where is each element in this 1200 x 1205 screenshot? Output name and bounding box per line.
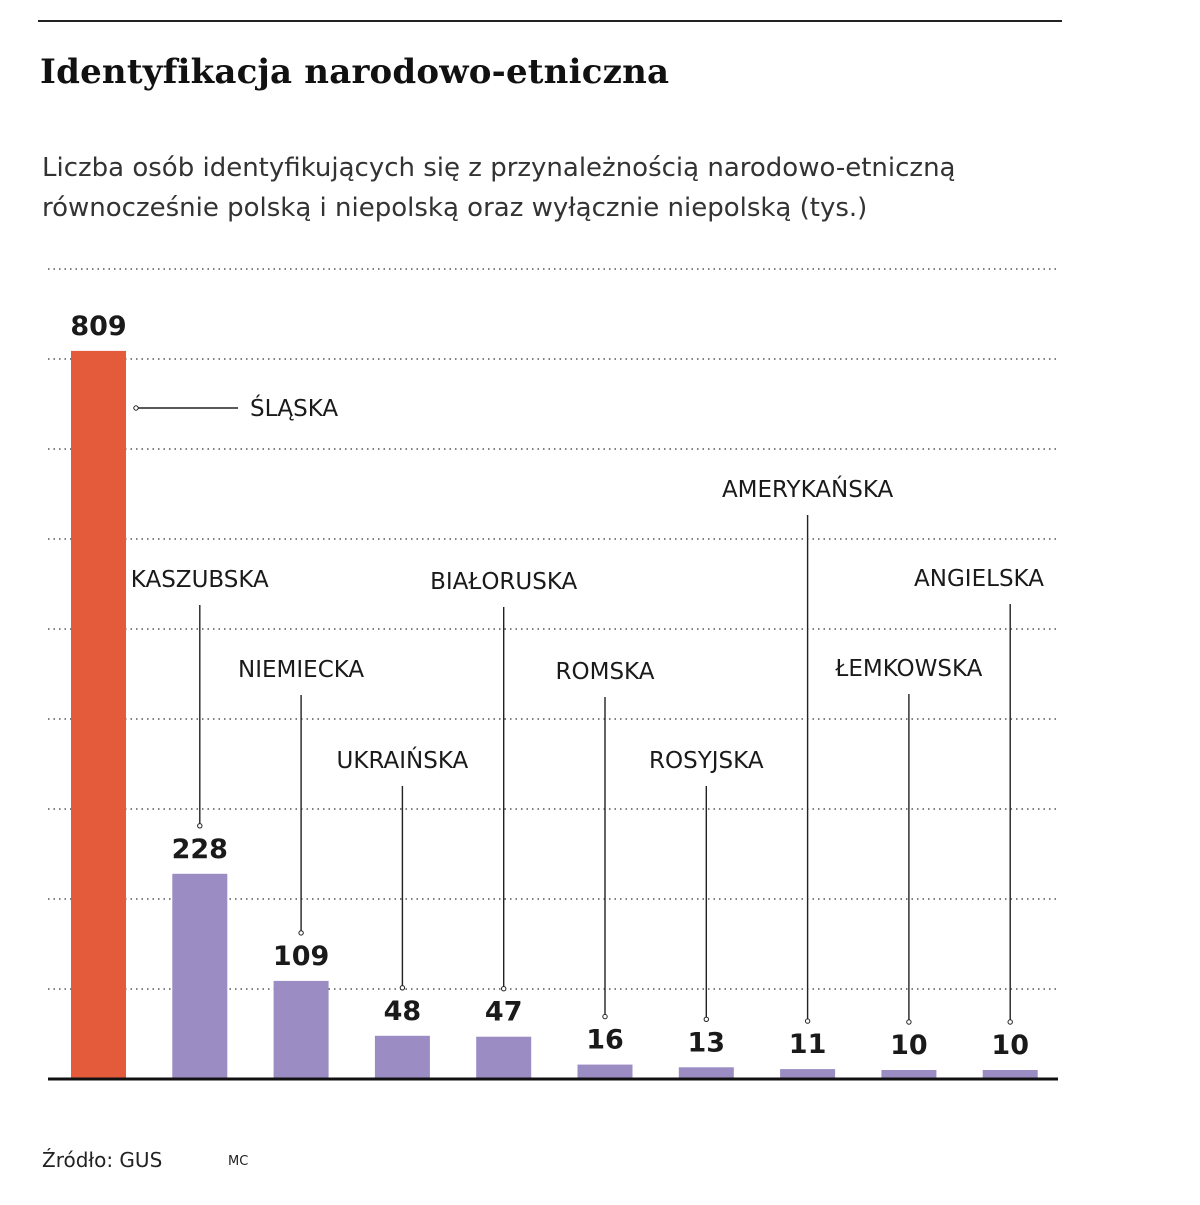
- category-label-9: ŁEMKOWSKA: [834, 656, 982, 682]
- bar-9: [881, 1070, 937, 1079]
- leader-dot-9: [906, 1019, 912, 1025]
- bar-8: [780, 1069, 836, 1079]
- leader-dot-5: [501, 986, 507, 992]
- value-label-6: 16: [586, 1025, 624, 1056]
- leader-dot-4: [399, 985, 406, 991]
- value-label-7: 13: [688, 1027, 726, 1058]
- bar-2: [172, 873, 228, 1079]
- subtitle-line-1: Liczba osób identyfikujących się z przyn…: [42, 153, 956, 183]
- subtitle-line-2: równocześnie polską i niepolską oraz wył…: [42, 193, 868, 223]
- value-label-8: 11: [789, 1029, 827, 1060]
- bar-4: [374, 1035, 430, 1079]
- leader-dot-3: [298, 930, 304, 936]
- category-label-2: KASZUBSKA: [131, 567, 269, 593]
- source-note: Źródło: GUS: [42, 1148, 163, 1172]
- value-label-1: 809: [70, 311, 126, 342]
- bar-3: [273, 980, 329, 1079]
- value-label-2: 228: [172, 834, 228, 865]
- bar-1: [71, 350, 126, 1079]
- leader-dot-10: [1007, 1019, 1013, 1025]
- leader-dot-6: [602, 1013, 608, 1020]
- category-label-7: ROSYJSKA: [649, 748, 764, 774]
- category-label-8: AMERYKAŃSKA: [722, 475, 894, 503]
- category-label-6: ROMSKA: [556, 659, 655, 685]
- leader-dot-1: [133, 405, 139, 411]
- value-label-4: 48: [384, 996, 422, 1027]
- category-label-10: ANGIELSKA: [914, 566, 1044, 592]
- value-label-9: 10: [890, 1030, 928, 1061]
- top-rule: [38, 20, 1062, 22]
- category-label-3: NIEMIECKA: [238, 657, 364, 683]
- value-label-10: 10: [991, 1030, 1029, 1061]
- category-label-1: ŚLĄSKA: [250, 394, 338, 422]
- chart-title: Identyfikacja narodowo-etniczna: [40, 52, 670, 92]
- leader-dot-8: [804, 1018, 811, 1024]
- leader-dot-2: [197, 823, 203, 829]
- category-label-4: UKRAIŃSKA: [337, 746, 469, 774]
- value-label-5: 47: [485, 997, 523, 1028]
- bar-5: [476, 1036, 532, 1079]
- category-label-5: BIAŁORUSKA: [430, 569, 577, 595]
- bar-6: [577, 1064, 633, 1079]
- value-label-3: 109: [273, 941, 329, 972]
- bar-10: [982, 1070, 1038, 1079]
- bar-7: [678, 1067, 734, 1079]
- chart-subtitle: Liczba osób identyfikujących się z przyn…: [42, 148, 1102, 228]
- author-credit: MC: [228, 1154, 249, 1169]
- leader-dot-7: [703, 1016, 709, 1022]
